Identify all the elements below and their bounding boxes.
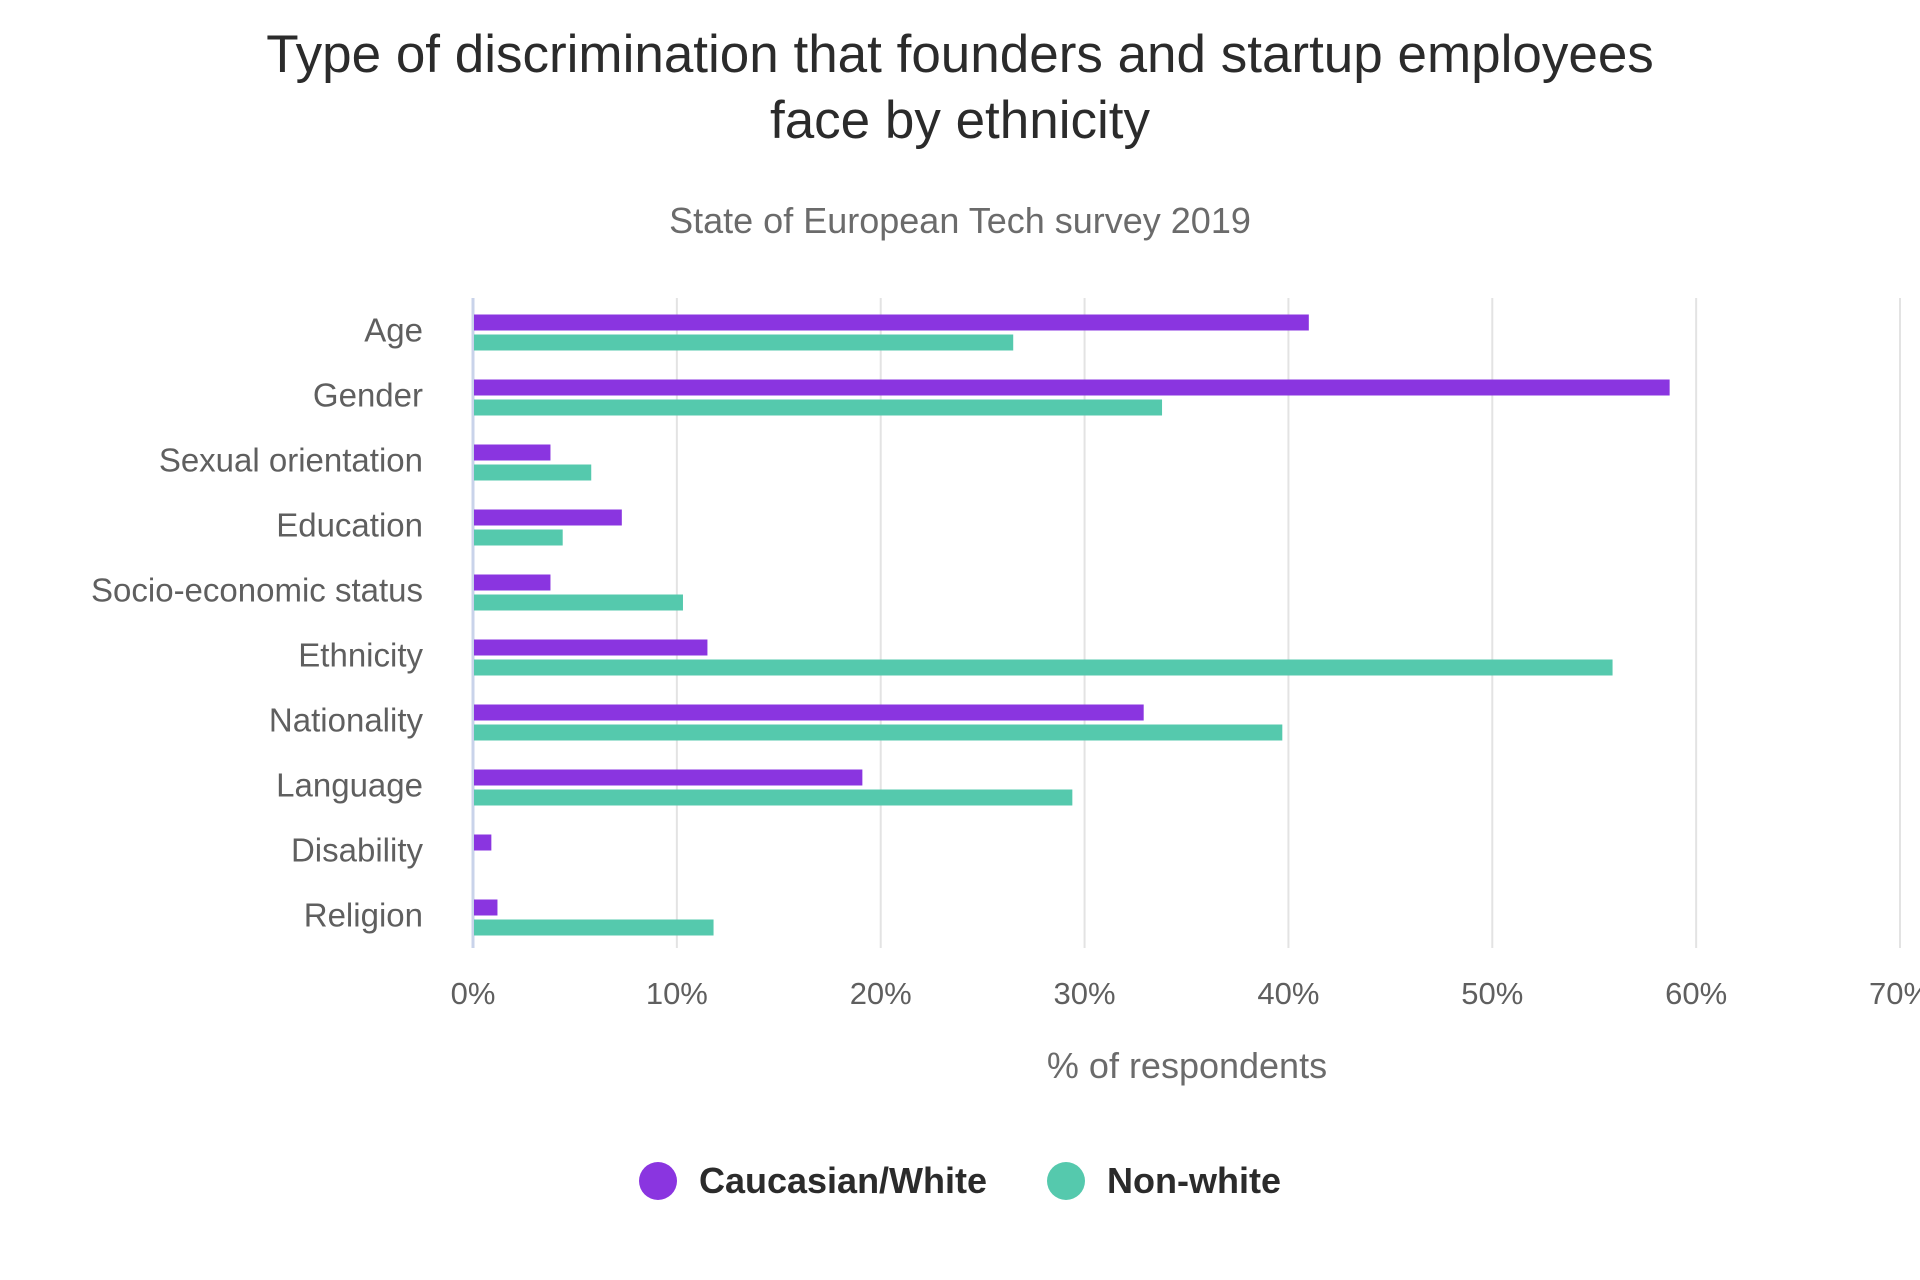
bar-caucasian-white: [474, 639, 708, 656]
chart-title-line-1: Type of discrimination that founders and…: [266, 25, 1654, 84]
category-label: Language: [276, 767, 423, 804]
bar-caucasian-white: [474, 769, 863, 786]
x-tick-label: 70%: [1869, 976, 1920, 1011]
legend: Caucasian/White Non-white: [0, 1160, 1920, 1202]
bar-caucasian-white: [474, 704, 1144, 721]
category-label: Age: [364, 312, 423, 349]
bar-non-white: [474, 334, 1014, 351]
category-label: Ethnicity: [298, 637, 423, 674]
chart-title-line-2: face by ethnicity: [769, 91, 1151, 150]
category-label: Religion: [304, 897, 423, 934]
bar-non-white: [474, 529, 563, 546]
bar-caucasian-white: [474, 899, 498, 916]
legend-swatch: [1047, 1162, 1086, 1200]
bar-caucasian-white: [474, 574, 551, 591]
bars: [474, 314, 1670, 936]
category-label: Education: [276, 507, 423, 544]
legend-swatch: [638, 1162, 677, 1200]
category-label: Disability: [291, 832, 424, 869]
x-tick-label: 20%: [850, 976, 912, 1011]
bar-non-white: [474, 464, 592, 481]
bar-caucasian-white: [474, 314, 1309, 331]
category-label: Sexual orientation: [159, 442, 423, 479]
bar-non-white: [474, 399, 1163, 416]
category-label: Gender: [313, 377, 423, 414]
chart-subtitle: State of European Tech survey 2019: [669, 200, 1251, 241]
x-tick-label: 40%: [1257, 976, 1319, 1011]
x-tick-label: 10%: [646, 976, 708, 1011]
x-tick-label: 0%: [451, 976, 496, 1011]
bar-caucasian-white: [474, 509, 622, 526]
legend-item[interactable]: Caucasian/White: [638, 1160, 988, 1202]
legend-label: Non-white: [1107, 1160, 1282, 1201]
bar-non-white: [474, 724, 1283, 741]
bar-non-white: [474, 789, 1073, 806]
category-label: Socio-economic status: [91, 572, 423, 609]
x-tick-label: 50%: [1461, 976, 1523, 1011]
chart-title: Type of discrimination that founders and…: [0, 22, 1920, 154]
bar-caucasian-white: [474, 444, 551, 461]
bar-chart: Age Gender Sexual orientation Education Soci…: [91, 298, 1920, 1086]
category-labels: Age Gender Sexual orientation Education Soci…: [91, 312, 423, 934]
legend-item[interactable]: Non-white: [1047, 1160, 1281, 1202]
bar-non-white: [474, 919, 714, 936]
x-tick-label: 30%: [1054, 976, 1116, 1011]
x-axis-title: % of respondents: [1047, 1045, 1327, 1086]
legend-label: Caucasian/White: [698, 1160, 988, 1201]
x-axis-ticks: 0% 10% 20% 30% 40% 50% 60% 70%: [451, 976, 1920, 1011]
bar-caucasian-white: [474, 834, 492, 851]
category-label: Nationality: [269, 702, 424, 739]
bar-non-white: [474, 659, 1613, 676]
x-tick-label: 60%: [1665, 976, 1727, 1011]
bar-caucasian-white: [474, 379, 1670, 396]
bar-non-white: [474, 594, 683, 611]
